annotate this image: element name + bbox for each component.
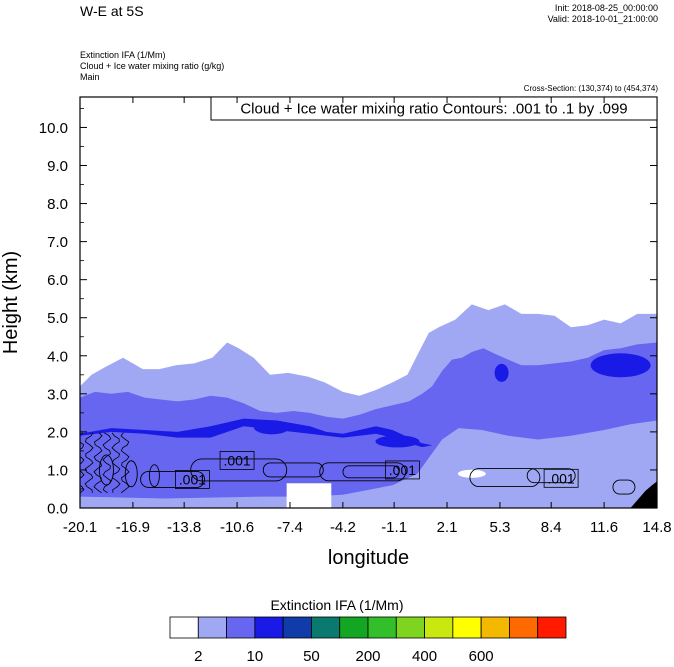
colorbar-label: 200 [355,648,380,665]
colorbar-swatch-8 [367,616,397,639]
colorbar-swatch-1 [169,616,199,639]
contour-ring-9 [99,454,114,486]
clear-patch-surface [286,483,332,508]
contour-info-bg [210,96,658,121]
contour-ring-4 [319,462,407,482]
extinction-band-medium [80,342,657,499]
y-tick-label: 1.0 [47,462,68,479]
x-tick-label: -16.9 [116,519,150,536]
contour-info-box: Cloud + Ice water mixing ratio Contours:… [210,96,658,121]
contour-label-box-3 [384,460,420,480]
contour-wiggle-6 [120,432,130,494]
contour-ring-1 [140,471,206,488]
contour-wiggle-5 [111,432,121,493]
x-tick-label: -4.2 [330,519,356,536]
variable-extinction: Extinction IFA (1/Mm) [80,50,166,60]
y-tick-label: 5.0 [47,310,68,327]
contour-label-box-4 [543,468,579,488]
contour-label-4: .001 [547,470,574,486]
contour-label-1: .001 [179,471,206,487]
colorbar-title: Extinction IFA (1/Mm) [270,597,404,613]
x-tick-label: -13.8 [167,519,201,536]
contour-wiggle-3 [93,432,103,494]
extinction-core-2 [375,435,420,448]
contour-wiggle-4 [102,432,112,494]
contour-ring-8 [612,479,636,495]
colorbar-swatch-12 [480,616,510,639]
colorbar-swatch-13 [509,616,539,639]
colorbar-swatch-11 [452,616,482,639]
contour-ring-10 [124,460,138,488]
x-tick-label: 5.3 [490,519,511,536]
contour-ring-2 [190,458,288,482]
colorbar-label: 2 [194,648,202,665]
contour-ring-5 [342,465,400,479]
extinction-core-1 [253,420,290,435]
colorbar-swatch-7 [339,616,369,639]
contour-ring-11 [148,464,160,488]
x-tick-label: -7.4 [277,519,303,536]
y-tick-label: 2.0 [47,424,68,441]
x-tick-label: 11.6 [590,519,618,536]
x-tick-label: 2.1 [437,519,458,536]
contour-label-2: .001 [223,452,250,468]
x-tick-label: 8.4 [541,519,562,536]
variable-mixing-ratio: Cloud + Ice water mixing ratio (g/kg) [80,61,225,71]
x-axis-label: longitude [328,547,409,569]
chart-title: W-E at 5S [80,3,144,19]
cross-section-label: Cross-Section: (130,374) to (454,374) [523,84,658,93]
terrain [630,481,657,508]
colorbar-swatch-6 [311,616,341,639]
plot-area: .001 .001 .001 .001 [80,97,657,508]
y-tick-label: 8.0 [47,196,68,213]
colorbar-swatch-2 [197,616,227,639]
contour-label-3: .001 [389,462,416,478]
x-tick-label: -20.1 [63,519,97,536]
colorbar-swatch-9 [395,616,425,639]
variable-info: Extinction IFA (1/Mm) Cloud + Ice water … [80,50,224,83]
contour-ring-6 [469,468,541,488]
y-tick-label: 3.0 [47,386,68,403]
variable-main: Main [80,72,100,82]
colorbar-swatch-5 [282,616,312,639]
y-tick-label: 7.0 [47,234,68,251]
colorbar-label: 10 [247,648,264,665]
y-tick-label: 0.0 [47,501,68,518]
y-tick-label: 9.0 [47,158,68,175]
extinction-core-3 [494,363,509,382]
time-info: Init: 2018-08-25_00:00:00 Valid: 2018-10… [548,3,658,25]
contour-wiggle-2 [84,432,94,493]
contour-ring-3 [262,462,324,478]
contour-info-text: Cloud + Ice water mixing ratio Contours:… [240,101,627,118]
colorbar-swatch-14 [537,616,567,639]
y-tick-label: 6.0 [47,272,68,289]
colorbar-swatch-3 [226,616,256,639]
colorbar-label: 50 [303,648,320,665]
colorbar-swatch-10 [424,616,454,639]
x-tick-label: -1.1 [381,519,407,536]
init-time: Init: 2018-08-25_00:00:00 [554,3,658,13]
extinction-core-4 [590,353,651,378]
contour-ring-7 [526,468,576,484]
colorbar-swatch-4 [254,616,284,639]
x-tick-label: -10.6 [220,519,254,536]
y-tick-label: 4.0 [47,348,68,365]
valid-time: Valid: 2018-10-01_21:00:00 [547,14,658,24]
contour-wiggle-1 [80,432,85,494]
contour-label-box-1 [175,470,210,489]
contour-label-box-2 [219,451,255,470]
y-tick-label: 10.0 [39,120,68,137]
clear-patch-east [457,469,486,478]
y-axis-label: Height (km) [0,251,22,354]
x-tick-label: 14.8 [642,519,671,536]
colorbar-label: 600 [469,648,494,665]
colorbar-label: 400 [412,648,437,665]
